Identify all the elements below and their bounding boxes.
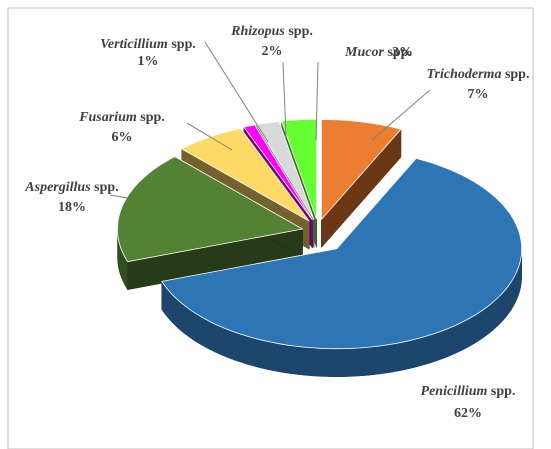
slice: [321, 119, 402, 221]
slice-label: Aspergillus spp.: [24, 180, 118, 195]
leader-line: [371, 89, 431, 141]
suffix: spp.: [387, 45, 412, 60]
leader-line: [186, 122, 233, 151]
value-label: 6%: [112, 130, 133, 145]
genus: Trichoderma: [427, 67, 502, 82]
value-label: 62%: [454, 406, 482, 421]
slice-label: Rhizopus spp.: [230, 24, 313, 39]
slice: [280, 118, 317, 220]
value-label: 7%: [468, 87, 489, 102]
slice-label: Verticillium spp.: [100, 37, 196, 52]
slice-label: Fusarium spp.: [78, 110, 165, 125]
slice: [117, 156, 304, 263]
suffix: spp.: [140, 110, 165, 125]
genus: Verticillium: [100, 37, 168, 52]
slice: [255, 120, 315, 220]
leader-line: [282, 61, 287, 139]
chart-frame: [7, 7, 534, 449]
slice-label: Mucor spp.: [344, 45, 412, 60]
suffix: spp.: [491, 384, 516, 399]
value-label: 18%: [58, 200, 86, 215]
value-label: 1%: [138, 54, 159, 69]
suffix: spp.: [505, 67, 530, 82]
slice-label: Trichoderma spp.: [427, 67, 530, 82]
genus: Fusarium: [78, 110, 137, 125]
leader-line: [315, 61, 319, 141]
genus: Mucor: [344, 45, 384, 60]
genus: Penicillium: [421, 384, 488, 399]
slice: [243, 124, 313, 221]
leader-line: [204, 41, 269, 143]
slice: [180, 127, 310, 222]
leader-line: [109, 194, 129, 199]
suffix: spp.: [288, 24, 313, 39]
genus: Rhizopus: [230, 24, 285, 39]
slice: [161, 157, 523, 350]
suffix: spp.: [94, 180, 119, 195]
genus: Aspergillus: [24, 180, 91, 195]
value-label: 3%: [392, 45, 413, 60]
slice-label: Penicillium spp.: [421, 384, 516, 399]
value-label: 2%: [262, 44, 283, 59]
suffix: spp.: [171, 37, 196, 52]
